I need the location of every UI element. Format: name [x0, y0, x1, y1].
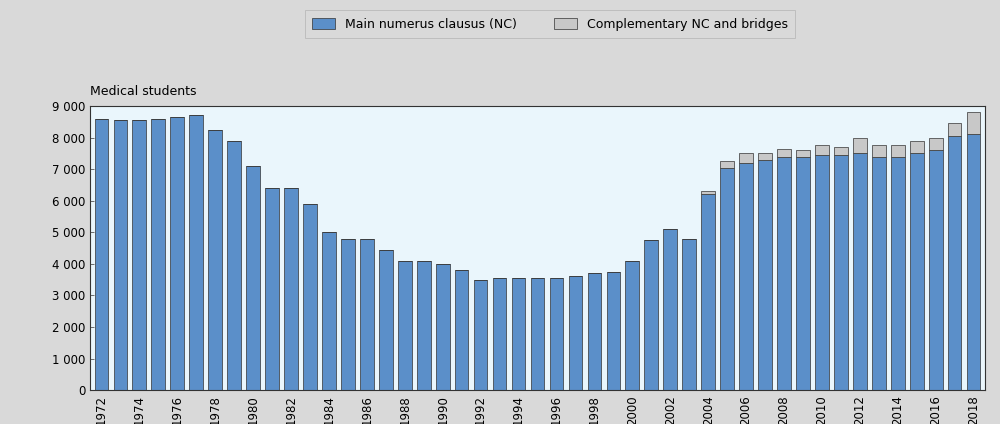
Bar: [189, 115, 203, 390]
Bar: [455, 270, 468, 390]
Bar: [436, 264, 450, 390]
Bar: [853, 153, 867, 390]
Bar: [682, 239, 696, 390]
Bar: [720, 161, 734, 167]
Bar: [663, 229, 677, 390]
Bar: [474, 279, 487, 390]
Bar: [796, 150, 810, 156]
Bar: [929, 150, 943, 390]
Bar: [815, 155, 829, 390]
Bar: [701, 194, 715, 390]
Bar: [834, 147, 848, 155]
Bar: [531, 278, 544, 390]
Bar: [967, 134, 980, 390]
Bar: [360, 239, 374, 390]
Bar: [739, 153, 753, 163]
Bar: [170, 117, 184, 390]
Bar: [853, 137, 867, 153]
Bar: [891, 156, 905, 390]
Bar: [322, 232, 336, 390]
Bar: [948, 136, 961, 390]
Bar: [777, 149, 791, 156]
Bar: [512, 278, 525, 390]
Bar: [758, 153, 772, 160]
Bar: [588, 273, 601, 390]
Bar: [967, 112, 980, 134]
Bar: [95, 119, 108, 390]
Bar: [796, 156, 810, 390]
Bar: [569, 276, 582, 390]
Text: Medical students: Medical students: [90, 84, 196, 98]
Bar: [550, 278, 563, 390]
Bar: [644, 240, 658, 390]
Bar: [720, 167, 734, 390]
Bar: [872, 145, 886, 156]
Bar: [758, 160, 772, 390]
Bar: [284, 188, 298, 390]
Bar: [114, 120, 127, 390]
Bar: [493, 278, 506, 390]
Bar: [891, 145, 905, 156]
Bar: [625, 261, 639, 390]
Bar: [265, 188, 279, 390]
Bar: [701, 191, 715, 194]
Bar: [910, 141, 924, 153]
Bar: [303, 204, 317, 390]
Bar: [777, 156, 791, 390]
Bar: [929, 137, 943, 150]
Bar: [227, 141, 241, 390]
Bar: [872, 156, 886, 390]
Bar: [607, 272, 620, 390]
Bar: [246, 166, 260, 390]
Bar: [341, 239, 355, 390]
Bar: [815, 145, 829, 155]
Bar: [132, 120, 146, 390]
Bar: [208, 130, 222, 390]
Legend: Main numerus clausus (NC), Complementary NC and bridges: Main numerus clausus (NC), Complementary…: [305, 11, 795, 39]
Bar: [739, 163, 753, 390]
Bar: [379, 250, 393, 390]
Bar: [398, 261, 412, 390]
Bar: [834, 155, 848, 390]
Bar: [151, 119, 165, 390]
Bar: [417, 261, 431, 390]
Bar: [948, 123, 961, 136]
Bar: [910, 153, 924, 390]
